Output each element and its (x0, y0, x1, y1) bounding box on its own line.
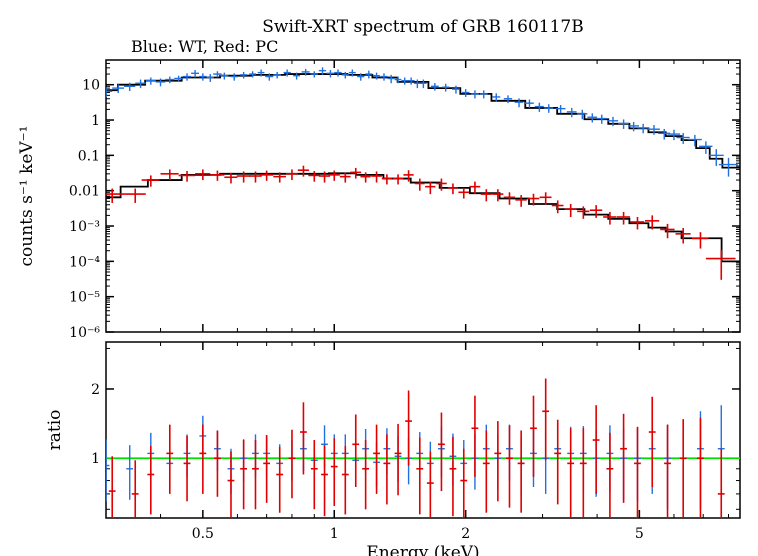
y-axis-label-top: counts s⁻¹ keV⁻¹ (17, 126, 37, 267)
y-tick-label-top: 10⁻³ (69, 219, 100, 235)
bottom-panel-content (103, 379, 740, 518)
plot-subtitle: Blue: WT, Red: PC (131, 37, 278, 56)
y-tick-label-top: 0.1 (78, 148, 100, 164)
y-tick-label-top: 1 (91, 113, 100, 129)
x-tick-label: 2 (461, 526, 470, 542)
bottom-panel-frame (106, 342, 740, 518)
y-tick-label-bot: 1 (91, 451, 100, 467)
wt-data-points (106, 67, 738, 176)
y-tick-label-top: 10⁻⁶ (69, 325, 100, 341)
pc-model-line (106, 173, 740, 261)
pc-data-points (106, 166, 735, 280)
x-tick-label: 1 (330, 526, 339, 542)
top-panel-frame (106, 60, 740, 332)
y-tick-label-top: 10⁻⁴ (69, 254, 100, 270)
y-tick-label-top: 10⁻⁵ (69, 290, 100, 306)
y-tick-label-bot: 2 (91, 382, 100, 398)
y-tick-label-top: 10 (82, 78, 100, 94)
pc-ratio-points (109, 379, 725, 518)
xrt-spectrum-figure: { "header": { "title": "Swift-XRT spectr… (0, 0, 758, 556)
x-tick-label: 0.5 (192, 526, 214, 542)
y-axis-label-bot: ratio (45, 410, 65, 451)
plot-title: Swift-XRT spectrum of GRB 160117B (262, 17, 583, 37)
x-axis-label: Energy (keV) (366, 543, 479, 556)
top-panel-content (106, 67, 740, 279)
y-tick-label-top: 0.01 (69, 184, 100, 200)
wt-ratio-points (103, 405, 725, 518)
x-tick-label: 5 (635, 526, 644, 542)
spectrum-svg: 0.5 1 2 5 10⁻⁶ 10⁻⁵ 10⁻⁴ 10⁻³ 0.01 0.1 1 10 1 2 Swift-… (0, 0, 758, 556)
